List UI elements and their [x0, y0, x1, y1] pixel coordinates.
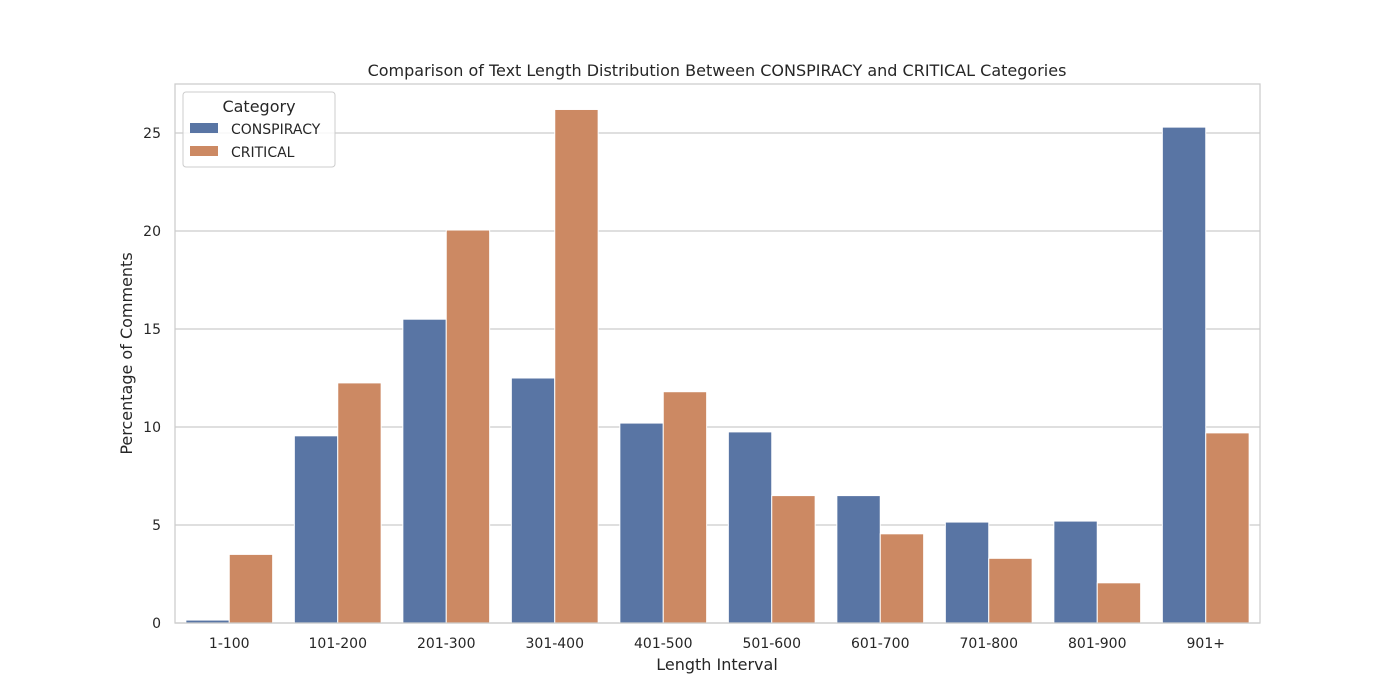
legend: Category CONSPIRACY CRITICAL: [182, 91, 336, 168]
y-tick-label: 20: [143, 224, 161, 240]
bar-conspiracy-401-500: [619, 422, 664, 624]
bar-conspiracy-501-600: [727, 431, 773, 624]
y-tick-label: 0: [152, 616, 161, 632]
bar-conspiracy-201-300: [402, 318, 447, 624]
legend-label-conspiracy: CONSPIRACY: [231, 122, 321, 138]
x-tick-label: 101-200: [309, 636, 368, 652]
bar-critical-501-600: [771, 495, 816, 624]
x-tick-label: 801-900: [1068, 636, 1127, 652]
bar-critical-401-500: [662, 391, 708, 624]
legend-swatch-conspiracy: [190, 123, 218, 133]
legend-entries: CONSPIRACY CRITICAL: [190, 122, 321, 161]
bar-conspiracy-701-800: [944, 521, 990, 624]
y-axis-ticks: 0 5 10 15 20 25: [143, 126, 161, 632]
x-tick-label: 601-700: [851, 636, 910, 652]
chart-title: Comparison of Text Length Distribution B…: [368, 61, 1067, 80]
y-tick-label: 10: [143, 420, 161, 436]
y-tick-label: 5: [152, 518, 161, 534]
legend-title: Category: [222, 97, 295, 116]
bar-conspiracy-101-200: [293, 435, 339, 624]
legend-label-critical: CRITICAL: [231, 145, 295, 161]
legend-swatch-critical: [190, 146, 218, 156]
x-axis-label: Length Interval: [656, 655, 778, 674]
x-tick-label: 501-600: [743, 636, 802, 652]
x-tick-label: 401-500: [634, 636, 693, 652]
bar-critical-601-700: [879, 533, 925, 624]
plot-frame: [174, 83, 1261, 624]
bar-conspiracy-901+: [1161, 126, 1207, 624]
y-tick-label: 25: [143, 126, 161, 142]
legend-box: [182, 91, 336, 168]
bar-critical-201-300: [445, 229, 491, 624]
bar-critical-801-900: [1096, 582, 1142, 624]
bar-conspiracy-601-700: [836, 495, 881, 624]
bar-conspiracy-801-900: [1053, 520, 1098, 624]
bar-critical-701-800: [988, 557, 1033, 624]
bar-conspiracy-301-400: [510, 377, 556, 624]
bar-critical-1-100: [228, 553, 274, 624]
y-tick-label: 15: [143, 322, 161, 338]
x-tick-label: 301-400: [526, 636, 585, 652]
x-tick-label: 1-100: [209, 636, 250, 652]
x-axis-ticks: 1-100 101-200 201-300 301-400 401-500 501-600…: [209, 636, 1225, 652]
x-tick-label: 201-300: [417, 636, 476, 652]
bar-critical-101-200: [337, 382, 382, 624]
y-axis-label: Percentage of Comments: [117, 252, 136, 454]
bar-critical-301-400: [554, 108, 599, 624]
x-tick-label: 901+: [1187, 636, 1225, 652]
x-tick-label: 701-800: [960, 636, 1019, 652]
bars: [185, 108, 1250, 624]
bar-critical-901+: [1205, 432, 1250, 624]
